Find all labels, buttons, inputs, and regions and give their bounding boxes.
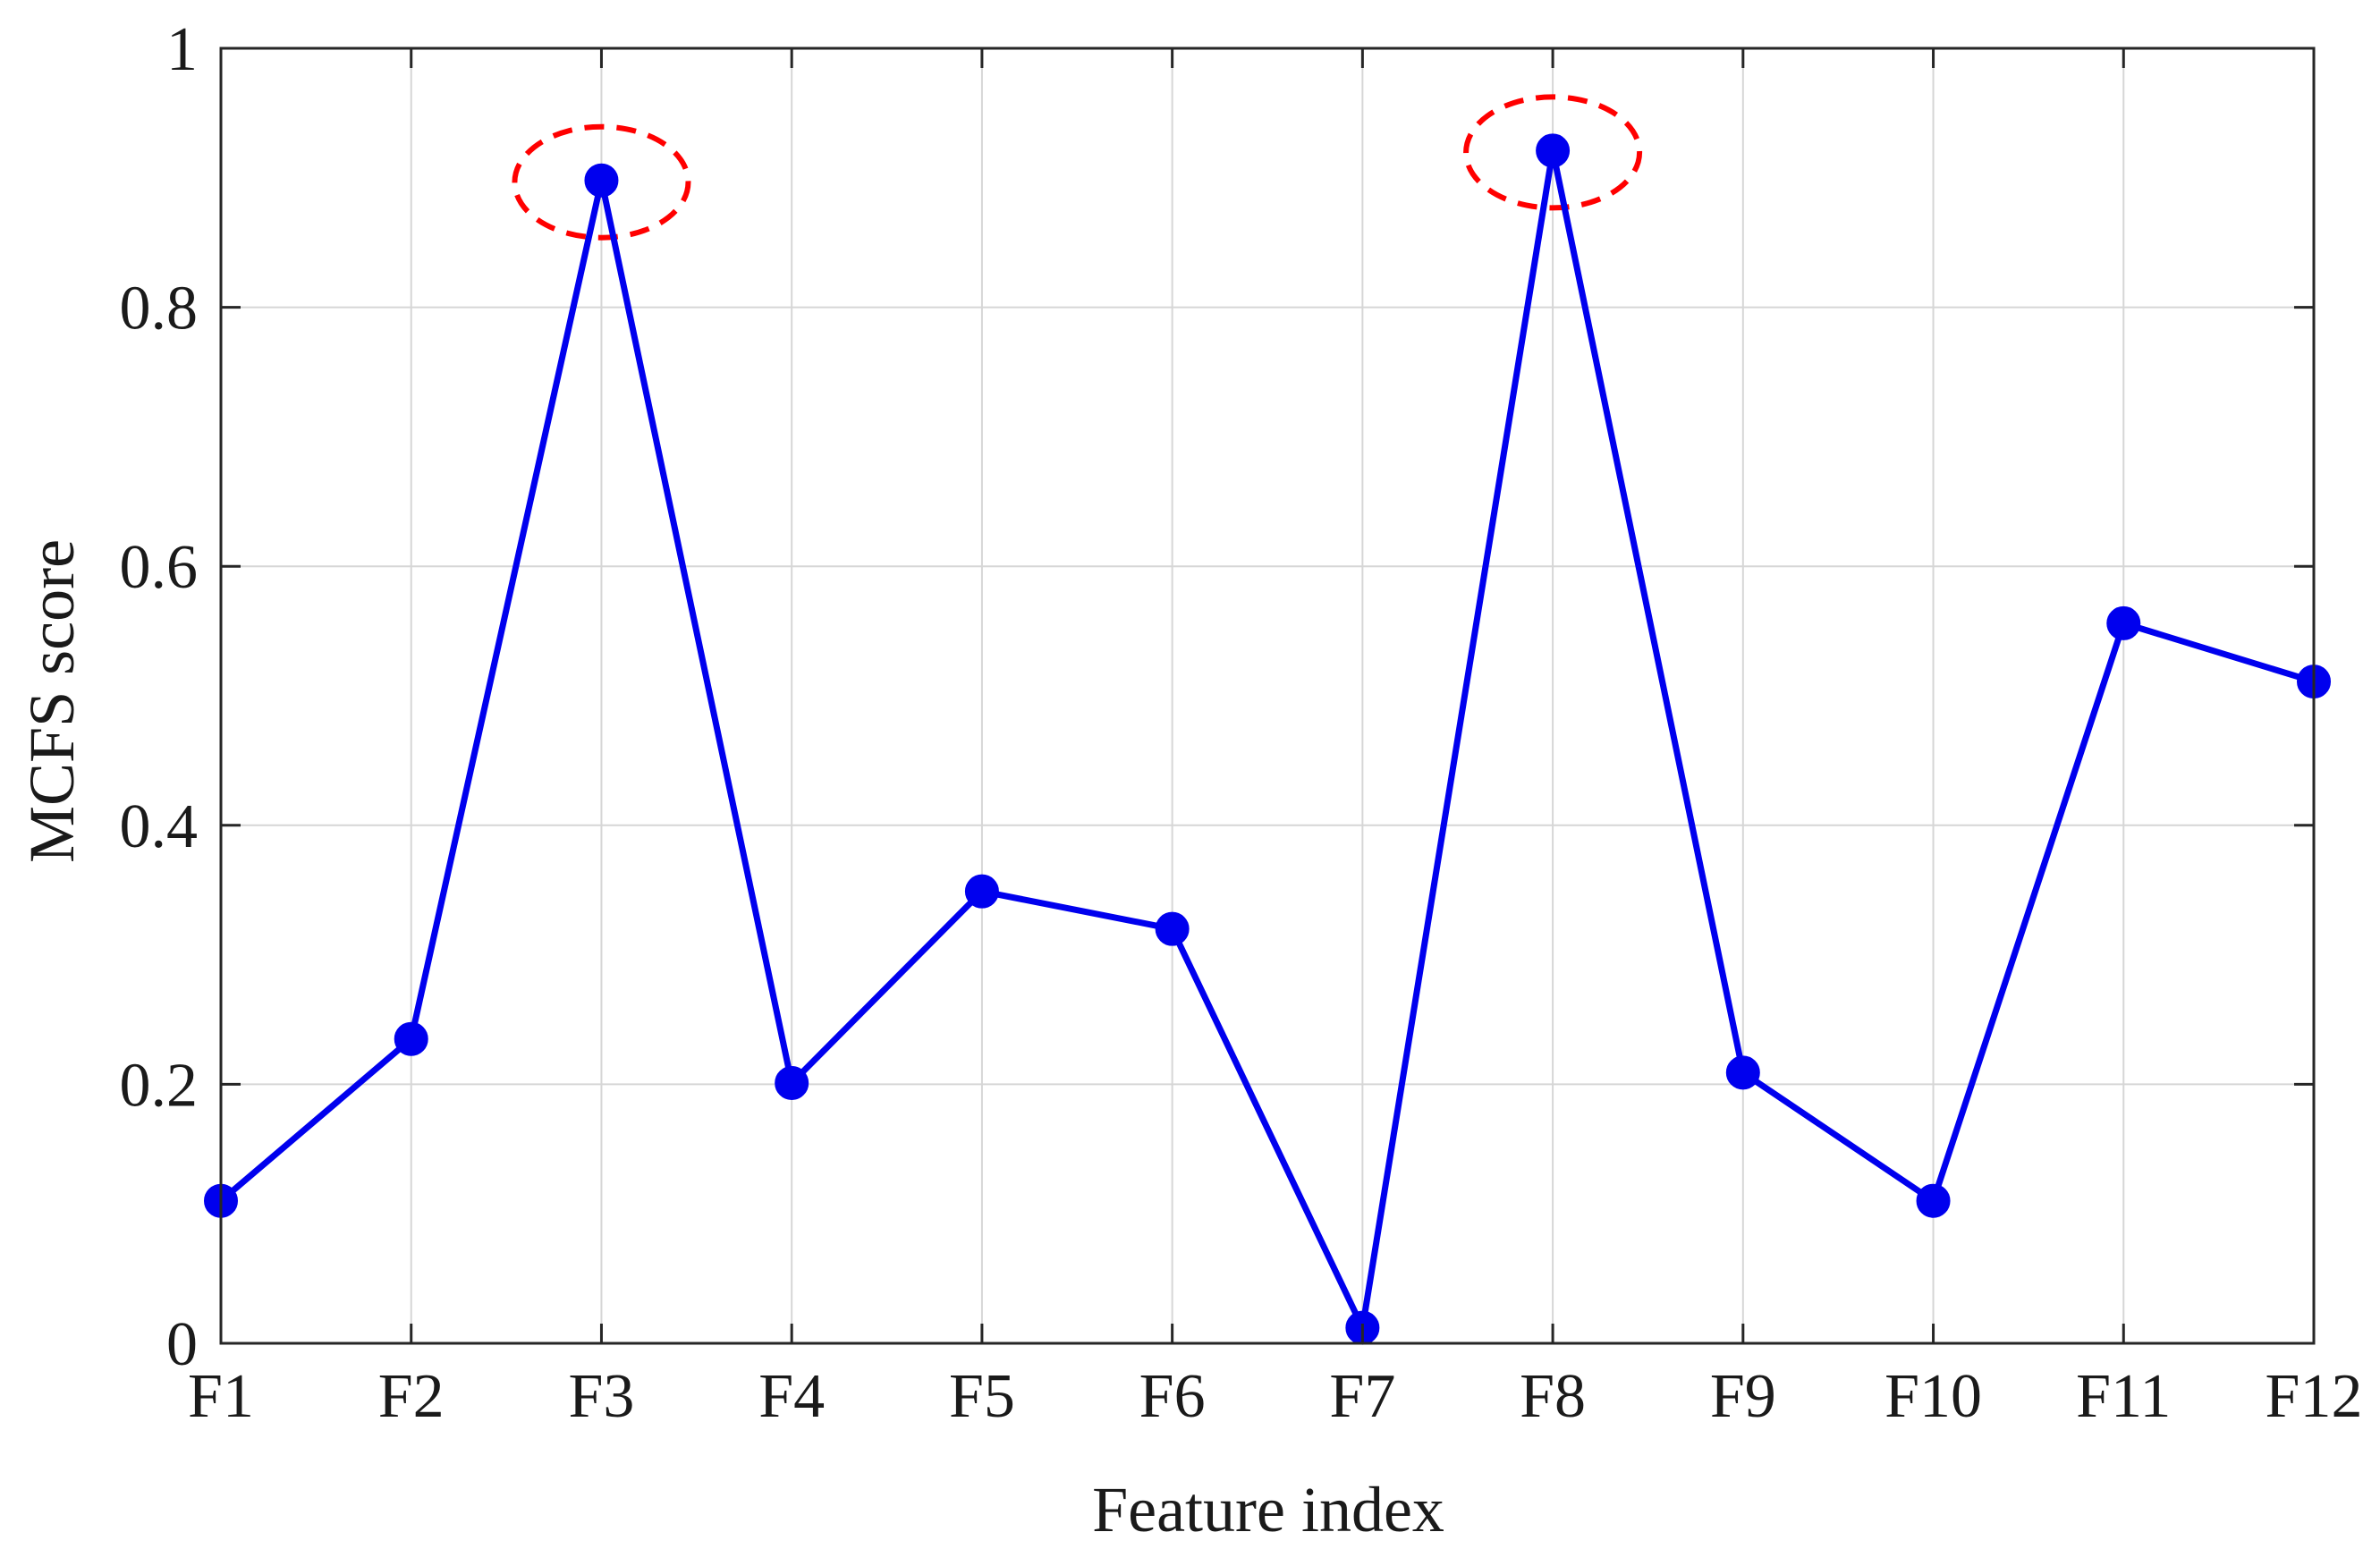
data-point-F2 (394, 1021, 428, 1056)
series (204, 133, 2331, 1345)
data-point-F6 (1155, 911, 1190, 946)
x-tick-label: F6 (1139, 1362, 1206, 1431)
x-tick-label: F1 (188, 1362, 254, 1431)
y-tick-label: 0.4 (120, 792, 199, 861)
x-tick-label: F4 (758, 1362, 825, 1431)
x-tick-label: F7 (1329, 1362, 1395, 1431)
data-point-F9 (1725, 1055, 1760, 1090)
series-line (218, 149, 2316, 1339)
data-point-F3 (584, 163, 619, 198)
highlight-ellipse-F8 (1463, 94, 1643, 211)
plot-frame (219, 47, 2316, 1345)
data-point-F4 (775, 1065, 809, 1100)
axes (219, 47, 2316, 1345)
y-tick-label: 0 (166, 1310, 198, 1379)
data-point-F11 (2106, 605, 2141, 640)
y-axis-label: MCFS score (16, 539, 88, 863)
highlights (512, 94, 1643, 241)
y-tick-label: 0.6 (120, 533, 199, 602)
data-point-F10 (1916, 1183, 1951, 1218)
x-tick-label: F12 (2266, 1362, 2363, 1431)
x-tick-label: F8 (1520, 1362, 1586, 1431)
x-tick-label: F9 (1710, 1362, 1776, 1431)
y-tick-label: 0.8 (120, 275, 199, 343)
data-point-F5 (964, 874, 999, 909)
x-axis-label: Feature index (1092, 1474, 1444, 1545)
x-tick-label: F10 (1885, 1362, 1982, 1431)
y-tick-label: 1 (166, 15, 198, 84)
x-tick-label: F5 (949, 1362, 1015, 1431)
x-tick-label: F3 (568, 1362, 634, 1431)
x-tick-label: F11 (2076, 1362, 2171, 1431)
x-tick-label: F2 (378, 1362, 445, 1431)
data-point-F8 (1536, 133, 1571, 168)
y-tick-label: 0.2 (120, 1051, 199, 1120)
tick-labels: F1 F2 F3 F4 F5 F6 F7 F8 F9 F10 F11 F12 0 0.2 0.4 0.6 0.8… (120, 15, 2363, 1431)
grid (221, 48, 2314, 1343)
highlight-ellipse-F3 (512, 123, 691, 241)
